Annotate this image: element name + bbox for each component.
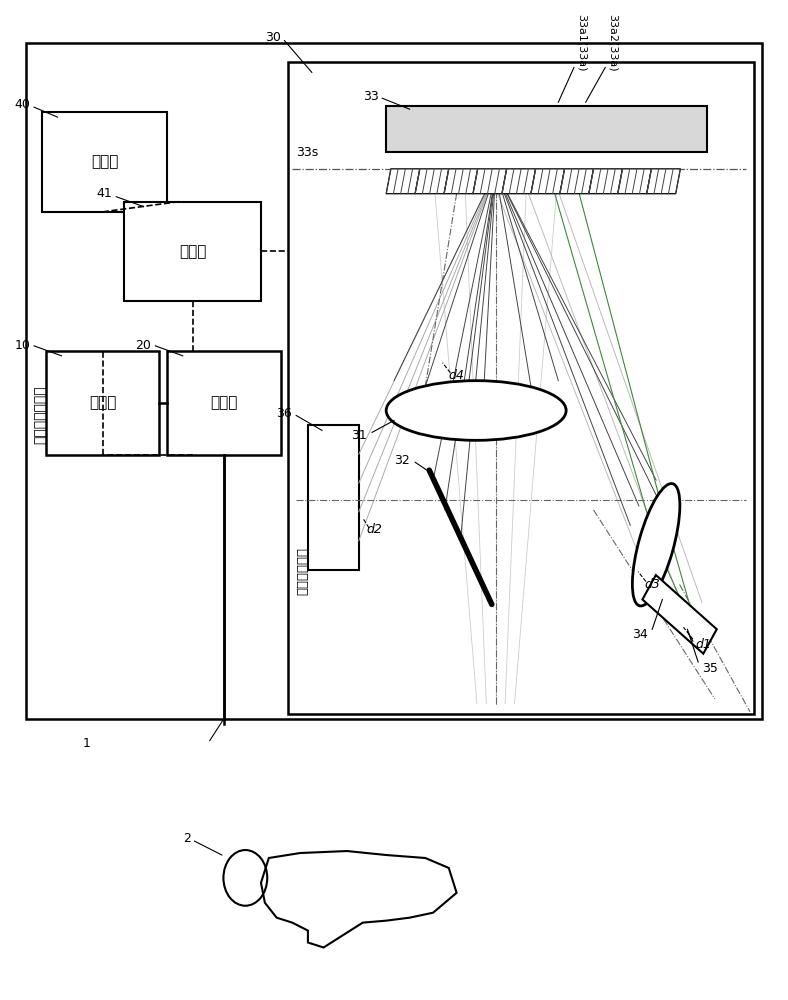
Bar <box>46 351 159 455</box>
Text: 35: 35 <box>702 662 718 675</box>
Text: 20: 20 <box>136 339 151 352</box>
Text: 存储部: 存储部 <box>91 154 118 169</box>
Text: 1: 1 <box>83 737 91 750</box>
Text: 40: 40 <box>14 98 30 111</box>
Text: 31: 31 <box>351 429 366 442</box>
Polygon shape <box>386 169 420 194</box>
Text: 扫描部: 扫描部 <box>210 396 237 411</box>
Ellipse shape <box>386 381 566 440</box>
Bar <box>308 425 359 570</box>
Polygon shape <box>473 169 507 194</box>
Bar <box>26 43 762 719</box>
Text: d1: d1 <box>695 638 711 651</box>
Ellipse shape <box>632 484 680 606</box>
Polygon shape <box>618 169 652 194</box>
Polygon shape <box>647 169 680 194</box>
Text: 32: 32 <box>394 454 410 467</box>
Polygon shape <box>560 169 593 194</box>
Text: 33s: 33s <box>296 146 318 159</box>
Polygon shape <box>502 169 536 194</box>
Text: 33a2(33a): 33a2(33a) <box>608 14 618 71</box>
Bar <box>124 202 261 301</box>
Text: 34: 34 <box>633 628 649 641</box>
Text: d3: d3 <box>645 578 660 591</box>
Polygon shape <box>415 169 449 194</box>
Polygon shape <box>444 169 478 194</box>
Text: 电磁波检测部: 电磁波检测部 <box>296 547 309 595</box>
Text: 36: 36 <box>277 407 292 420</box>
Text: 2: 2 <box>183 832 191 845</box>
Text: 放射部: 放射部 <box>89 396 116 411</box>
Text: 电磁波检测装置: 电磁波检测装置 <box>33 385 47 444</box>
Bar <box>167 351 281 455</box>
Text: 41: 41 <box>97 187 113 200</box>
Polygon shape <box>531 169 564 194</box>
Bar <box>288 62 754 714</box>
Text: 33a1(33a): 33a1(33a) <box>577 14 587 71</box>
Text: 33: 33 <box>362 90 378 103</box>
Bar <box>386 106 707 152</box>
Text: 10: 10 <box>14 339 30 352</box>
Text: 控制部: 控制部 <box>179 244 206 259</box>
Text: d4: d4 <box>449 369 465 382</box>
Polygon shape <box>589 169 623 194</box>
Text: 30: 30 <box>265 31 281 44</box>
Bar <box>42 112 167 212</box>
Polygon shape <box>642 575 717 654</box>
Text: d2: d2 <box>366 523 382 536</box>
